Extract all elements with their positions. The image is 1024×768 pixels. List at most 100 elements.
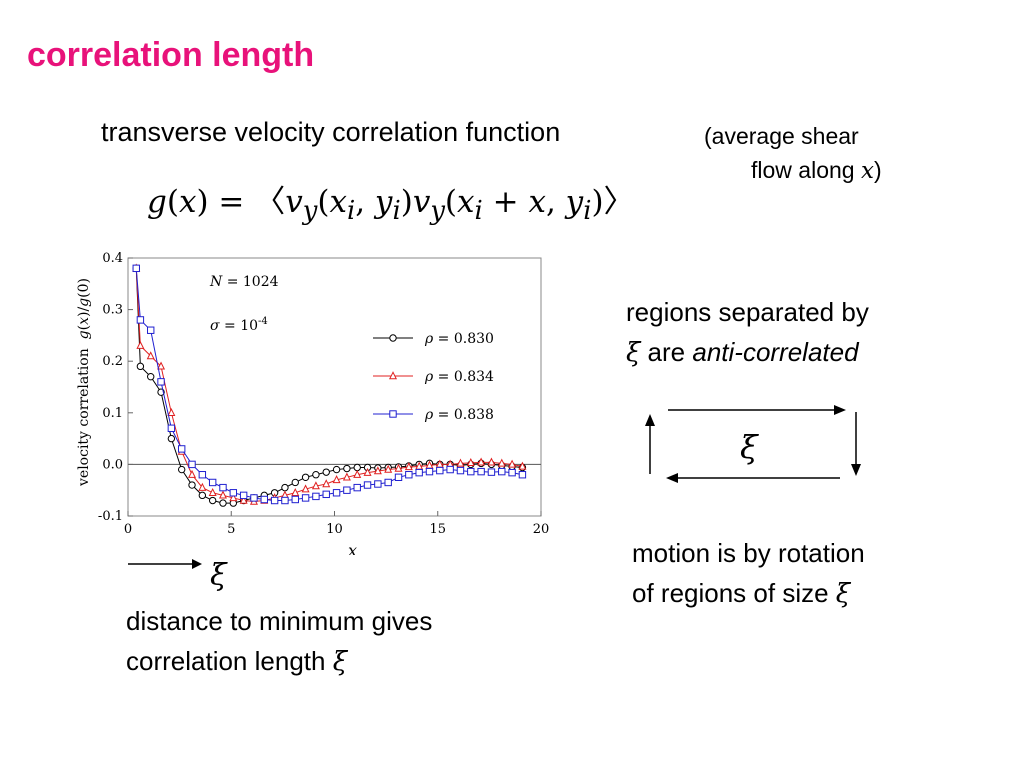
motion-line2: of regions of size ξ — [632, 573, 865, 614]
data-point — [508, 468, 516, 477]
data-point — [198, 491, 207, 500]
shear-note-close: ) — [873, 157, 882, 183]
data-point — [301, 473, 310, 482]
data-point — [322, 490, 330, 499]
legend-label: ρ = 0.838 — [424, 407, 494, 423]
data-point — [167, 434, 176, 443]
data-point — [467, 467, 475, 476]
left-arrow-head — [645, 414, 655, 426]
data-point — [456, 466, 465, 475]
xi-arrow-label: ξ — [210, 558, 227, 593]
data-point — [157, 361, 166, 370]
data-point — [405, 471, 413, 479]
data-point — [343, 464, 351, 473]
rotation-xi: ξ — [740, 428, 758, 466]
shear-note-line1: (average shear — [704, 123, 859, 149]
data-point — [374, 480, 382, 488]
data-point — [301, 484, 310, 493]
data-point — [389, 410, 397, 418]
regions-are: are — [640, 337, 693, 367]
data-point — [518, 461, 527, 470]
y-tick-label: 0.4 — [102, 251, 123, 266]
data-point — [498, 467, 506, 476]
data-point — [456, 458, 465, 467]
data-point — [388, 371, 398, 380]
shear-note-line2: flow along x) — [751, 157, 882, 184]
motion-xi: ξ — [835, 579, 851, 609]
data-point — [291, 478, 299, 487]
data-point — [219, 499, 227, 507]
data-point — [332, 465, 341, 474]
regions-line1: regions separated by — [626, 297, 869, 327]
regions-text: regions separated by ξ are anti-correlat… — [626, 292, 869, 373]
x-tick-label: 5 — [227, 522, 235, 537]
x-axis-label: x — [348, 541, 357, 555]
legend-label: ρ = 0.830 — [424, 331, 494, 347]
axis-ticks: 0 5 10 15 20 -0.1 0.0 0.1 0.2 0.3 0.4 — [98, 251, 549, 537]
data-point — [353, 483, 361, 492]
motion-line1: motion is by rotation — [632, 538, 865, 568]
data-point — [343, 486, 351, 494]
data-point — [301, 494, 310, 502]
legend: ρ = 0.830 ρ = 0.834 ρ = 0.838 — [373, 331, 494, 423]
shear-note-prefix: flow along — [751, 157, 861, 183]
y-axis-label: velocity correlation g(x)/g(0) — [76, 278, 92, 487]
data-point — [188, 481, 196, 489]
x-tick-label: 10 — [326, 522, 343, 537]
y-tick-label: 0.2 — [102, 354, 123, 369]
data-point — [136, 362, 145, 371]
data-point — [157, 378, 165, 386]
data-point — [415, 468, 423, 477]
data-point — [239, 495, 248, 504]
data-point — [291, 495, 299, 504]
y-tick-label: 0.3 — [102, 303, 123, 318]
xi-arrow-head — [192, 559, 202, 569]
data-point — [188, 460, 196, 469]
data-point — [394, 463, 403, 472]
data-point — [436, 466, 444, 475]
data-point — [132, 264, 140, 273]
data-series — [132, 263, 527, 507]
data-point — [167, 407, 176, 416]
data-point — [260, 495, 268, 504]
data-point — [312, 492, 320, 501]
data-point — [389, 334, 397, 342]
data-point — [136, 316, 145, 324]
data-point — [353, 469, 362, 478]
y-tick-label: -0.1 — [98, 509, 123, 524]
xi-distance-arrow — [128, 559, 202, 569]
data-point — [198, 482, 207, 491]
distance-text: distance to minimum gives correlation le… — [126, 601, 432, 682]
motion-text: motion is by rotation of regions of size… — [632, 533, 865, 614]
regions-anti: anti-correlated — [692, 337, 859, 367]
annotation-n: N = 1024 — [209, 274, 279, 290]
data-point — [208, 478, 217, 487]
x-tick-label: 0 — [124, 522, 132, 537]
data-point — [487, 457, 496, 466]
data-point — [497, 458, 506, 467]
data-point — [384, 478, 392, 487]
distance-line2-text: correlation length — [126, 646, 333, 676]
distance-line1: distance to minimum gives — [126, 606, 433, 636]
data-point — [136, 340, 145, 349]
data-point — [477, 457, 486, 466]
x-tick-label: 15 — [429, 522, 446, 537]
data-point — [363, 481, 372, 489]
data-point — [373, 466, 382, 475]
bottom-arrow-head — [666, 473, 678, 483]
data-point — [384, 464, 393, 473]
data-point — [466, 458, 475, 467]
slide-title: correlation length — [27, 36, 315, 74]
data-point — [239, 491, 248, 500]
data-point — [177, 465, 186, 474]
data-point — [188, 469, 197, 478]
data-point — [146, 351, 155, 360]
data-point — [219, 483, 227, 492]
top-arrow-head — [834, 405, 846, 415]
series-square — [132, 264, 527, 505]
data-point — [147, 326, 155, 334]
data-point — [332, 489, 341, 497]
data-point — [147, 372, 155, 381]
data-point — [508, 459, 517, 468]
data-point — [198, 471, 207, 479]
